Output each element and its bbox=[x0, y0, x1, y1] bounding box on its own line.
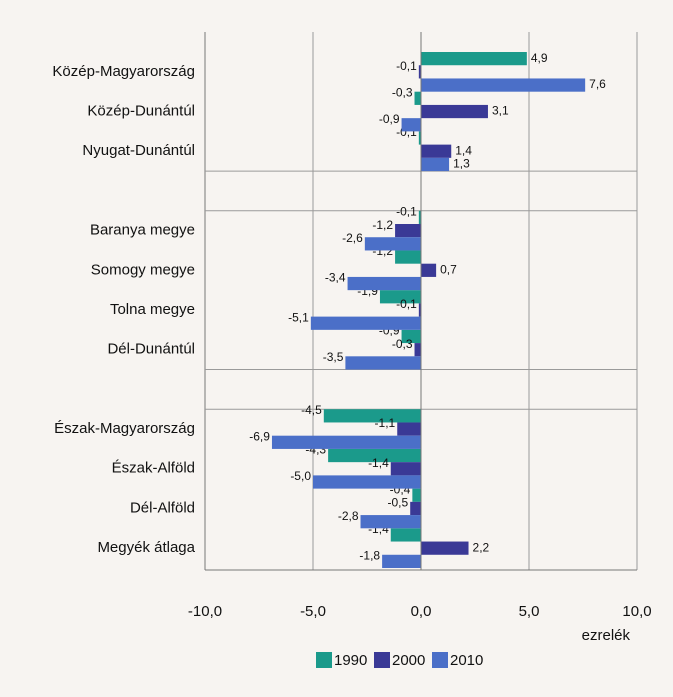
y-tick-label: Tolna megye bbox=[110, 301, 195, 318]
y-tick-label: Észak-Alföld bbox=[112, 460, 195, 477]
x-tick-label: -10,0 bbox=[188, 603, 222, 620]
bar bbox=[397, 422, 421, 436]
bar bbox=[401, 329, 421, 344]
bar bbox=[421, 263, 437, 277]
bar bbox=[382, 554, 421, 568]
y-tick-label: Közép-Magyarország bbox=[52, 63, 195, 80]
bar bbox=[323, 409, 421, 423]
y-tick-label: Baranya megye bbox=[90, 222, 195, 239]
bar bbox=[418, 131, 421, 145]
value-label: 7,6 bbox=[589, 77, 606, 91]
x-tick-label: 10,0 bbox=[622, 603, 651, 620]
value-label: -6,9 bbox=[249, 429, 270, 443]
value-label: -0,1 bbox=[396, 205, 417, 219]
value-label: -0,9 bbox=[379, 112, 400, 126]
bar bbox=[271, 435, 421, 449]
bar bbox=[379, 290, 421, 304]
value-label: 1,4 bbox=[455, 143, 472, 157]
value-label: 2,2 bbox=[473, 540, 490, 554]
value-label: -3,5 bbox=[323, 350, 344, 364]
value-label: -0,1 bbox=[396, 297, 417, 311]
bar bbox=[390, 528, 421, 542]
value-label: 4,9 bbox=[531, 51, 548, 65]
y-tick-label: Közép-Dunántúl bbox=[87, 103, 195, 120]
legend-label: 2010 bbox=[450, 652, 483, 669]
y-tick-label: Somogy megye bbox=[91, 261, 195, 278]
y-tick-label: Megyék átlaga bbox=[97, 539, 195, 556]
bar bbox=[360, 515, 421, 529]
value-label: -1,8 bbox=[359, 549, 380, 563]
bar bbox=[418, 210, 421, 224]
value-label: 3,1 bbox=[492, 104, 509, 118]
bar bbox=[410, 501, 421, 516]
value-label: -2,8 bbox=[338, 509, 359, 523]
bar bbox=[310, 316, 421, 330]
value-label: -0,1 bbox=[396, 59, 417, 73]
value-label: -1,1 bbox=[375, 416, 396, 430]
bar bbox=[313, 475, 421, 489]
bar bbox=[347, 276, 421, 291]
value-label: -2,6 bbox=[342, 231, 363, 245]
bar bbox=[364, 237, 421, 251]
bar bbox=[328, 448, 421, 463]
legend-swatch bbox=[316, 652, 332, 668]
bar bbox=[395, 250, 421, 264]
bar bbox=[412, 488, 421, 502]
bar bbox=[414, 343, 421, 357]
value-label: -3,4 bbox=[325, 271, 346, 285]
value-label: -1,2 bbox=[372, 218, 393, 232]
y-tick-label: Észak-Magyarország bbox=[54, 420, 195, 437]
value-label: -0,3 bbox=[392, 85, 413, 99]
legend-label: 1990 bbox=[334, 652, 367, 669]
bar bbox=[421, 541, 469, 555]
bar bbox=[395, 224, 421, 238]
bar bbox=[390, 462, 421, 476]
bar bbox=[421, 78, 586, 92]
legend-label: 2000 bbox=[392, 652, 425, 669]
legend-swatch bbox=[374, 652, 390, 668]
y-tick-label: Dél-Alföld bbox=[130, 499, 195, 516]
bar bbox=[418, 303, 421, 317]
value-label: -0,5 bbox=[388, 496, 409, 510]
bar bbox=[421, 157, 450, 172]
value-label: -5,1 bbox=[288, 310, 309, 324]
value-label: -5,0 bbox=[290, 469, 311, 483]
value-label: -0,3 bbox=[392, 337, 413, 351]
y-tick-label: Dél-Dunántúl bbox=[107, 341, 195, 358]
value-label: -4,5 bbox=[301, 403, 322, 417]
bar bbox=[401, 118, 421, 132]
bar bbox=[421, 104, 488, 119]
x-axis-label: ezrelék bbox=[582, 627, 631, 644]
value-label: -1,4 bbox=[368, 456, 389, 470]
x-tick-label: 0,0 bbox=[411, 603, 432, 620]
bar bbox=[421, 52, 527, 66]
y-tick-label: Nyugat-Dunántúl bbox=[82, 142, 195, 159]
value-label: 1,3 bbox=[453, 157, 470, 171]
x-tick-label: -5,0 bbox=[300, 603, 326, 620]
bar bbox=[345, 356, 421, 370]
bar bbox=[414, 91, 421, 105]
bar bbox=[421, 144, 452, 158]
legend-swatch bbox=[432, 652, 448, 668]
bar bbox=[418, 65, 421, 79]
value-label: 0,7 bbox=[440, 262, 457, 276]
x-tick-label: 5,0 bbox=[519, 603, 540, 620]
